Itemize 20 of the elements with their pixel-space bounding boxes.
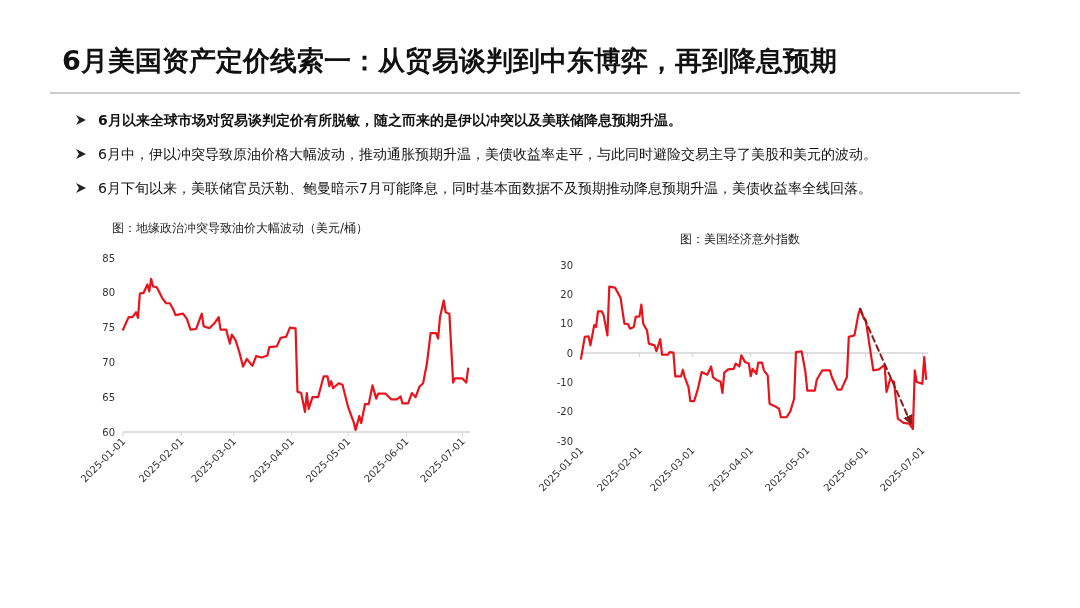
chart-title: 图：地缘政治冲突导致油价大幅波动（美元/桶） (111, 221, 369, 235)
y-tick-label: 10 (560, 318, 573, 330)
y-tick-label: -20 (556, 406, 573, 418)
y-tick-label: 65 (102, 391, 115, 403)
y-tick-label: 0 (566, 347, 573, 359)
y-tick-label: 30 (560, 259, 573, 271)
y-tick-label: 80 (102, 287, 115, 299)
text: 6月下旬以来，美联储官员沃勒、鲍曼暗示7月可能降息，同时基本面数据不及预期推动降息预期升温，美债收益率全线回落。 (98, 180, 872, 196)
y-tick-label: 75 (102, 322, 115, 334)
line-series (579, 285, 928, 431)
text: 6月以来全球市场对贸易谈判定价有所脱敏，随之而来的是伊以冲突以及美联储降息预期升温。 (98, 112, 682, 128)
y-tick-label: 85 (102, 252, 115, 264)
y-tick-label: -30 (556, 435, 573, 447)
text: 6月美国资产定价线索一：从贸易谈判到中东博弈，再到降息预期 (62, 45, 837, 76)
y-tick-label: -10 (556, 376, 573, 388)
text: 6月中，伊以冲突导致原油价格大幅波动，推动通胀预期升温，美债收益率走平，与此同时避险交易主导了美股和美元的波动。 (98, 146, 877, 162)
y-tick-label: 60 (102, 426, 115, 438)
y-tick-label: 20 (560, 288, 573, 300)
y-tick-label: 70 (102, 356, 115, 368)
chart-title: 图：美国经济意外指数 (680, 232, 800, 246)
